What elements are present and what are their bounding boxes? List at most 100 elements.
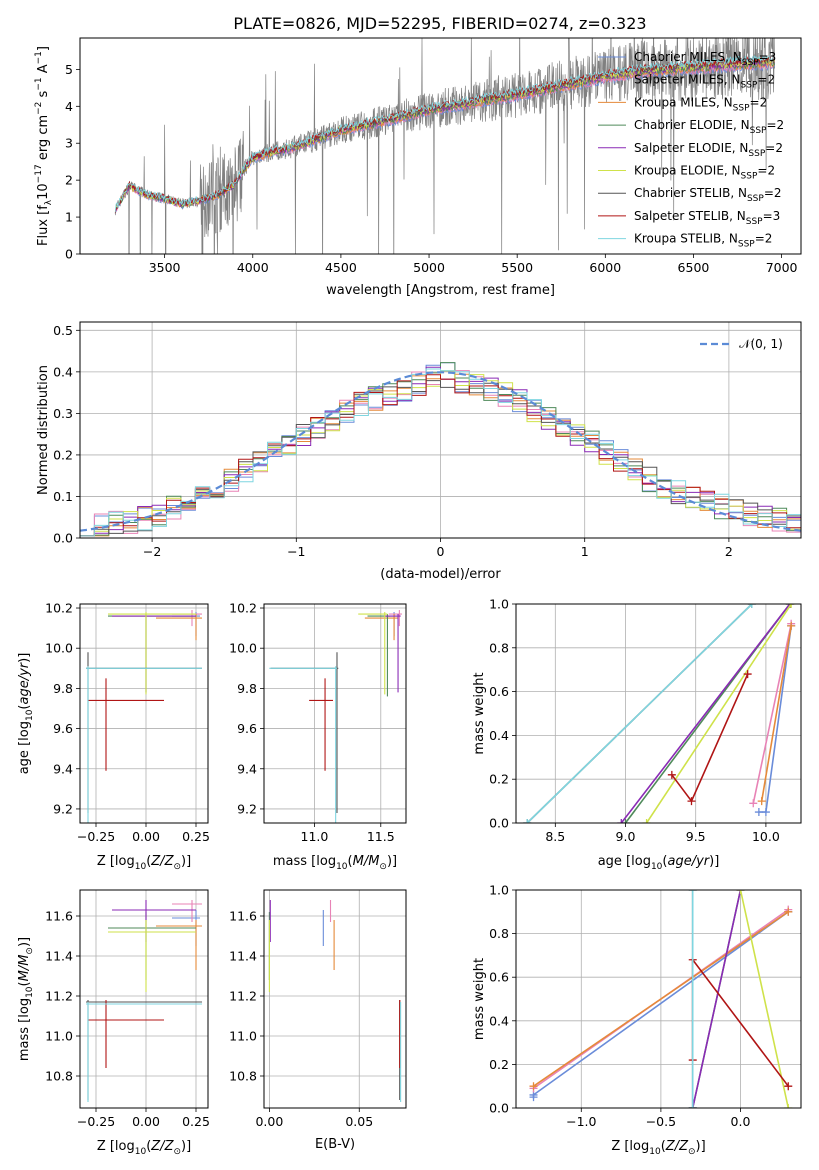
model-spectrum-line-2 (114, 60, 775, 214)
x-tick-label: 1 (581, 544, 589, 559)
panel-residuals: −2 −1 0 1 2 0.0 0.1 0.2 0.3 0.4 0.5 (data-model)/er… (36, 321, 802, 582)
x-tick-label: −1 (287, 544, 305, 559)
panel-mass_vs_ebv: 0.00 0.05 10.8 11.0 11.2 11.4 11.6 E(B-V) (229, 889, 407, 1152)
legend-label: Salpeter MILES, NSSP=2 (634, 73, 775, 91)
x-axis-label: mass [log10(M/M⊙)] (273, 854, 397, 872)
y-tick-label: 9.6 (53, 721, 73, 736)
y-axis-label: mass weight (472, 672, 487, 754)
y-tick-label: 11.6 (45, 909, 73, 924)
legend-label: Chabrier STELIB, NSSP=2 (634, 186, 782, 204)
weight-polyline (760, 625, 792, 802)
weight-marker (743, 670, 752, 679)
y-tick-label: 11.2 (229, 989, 257, 1004)
axes-frame (263, 603, 407, 824)
y-tick-label: 0.8 (489, 926, 509, 941)
weight-marker (784, 907, 793, 916)
x-axis-label: Z [log10(Z/Z⊙)] (97, 1139, 191, 1157)
weight-line-2 (757, 621, 796, 806)
y-tick-label: 11.0 (229, 1029, 257, 1044)
x-tick-label: 7000 (766, 260, 798, 275)
x-tick-label: 4500 (325, 260, 357, 275)
y-tick-label: 4 (65, 99, 73, 114)
y-tick-label: 0.1 (53, 489, 73, 504)
residual-histogram-7 (80, 374, 801, 537)
y-tick-label: 10.0 (45, 641, 73, 656)
x-tick-label: −0.5 (646, 1114, 676, 1129)
panel-weight_vs_age: 8.5 9.0 9.5 10.0 0.0 0.2 0.4 0.6 0.8 1.0 age [log1… (472, 597, 802, 872)
weight-marker (757, 797, 766, 806)
y-tick-label: 0.5 (53, 323, 73, 338)
x-axis-label: wavelength [Angstrom, rest frame] (326, 283, 555, 298)
y-axis-label: age [log10(age/yr)] (17, 653, 35, 775)
x-tick-label: 0.25 (182, 1114, 210, 1129)
panel-mass_vs_Z: −0.25 0.00 0.25 10.8 11.0 11.2 11.4 11.6 Z [log1… (17, 889, 210, 1157)
legend-label: Salpeter ELODIE, NSSP=2 (634, 141, 783, 159)
errorbar-point-3 (367, 614, 391, 697)
y-axis-label: mass weight (472, 958, 487, 1040)
y-tick-label: 1.0 (489, 883, 509, 898)
x-tick-label: 0.0 (731, 1114, 751, 1129)
errorbar-point-6 (86, 1000, 202, 1100)
x-tick-label: 0.00 (255, 1114, 283, 1129)
y-tick-label: 0 (65, 247, 73, 262)
y-tick-label: 9.6 (237, 721, 257, 736)
y-tick-label: 0.0 (53, 531, 73, 546)
errorbar-point-6 (86, 652, 202, 813)
y-tick-label: 0.4 (489, 728, 509, 743)
y-tick-label: 11.2 (45, 989, 73, 1004)
x-tick-label: 6500 (678, 260, 710, 275)
y-tick-label: 1 (65, 210, 73, 225)
weight-marker (784, 1104, 793, 1108)
errorbar-point-8 (269, 666, 337, 823)
model-spectrum-line-7 (114, 55, 775, 213)
plot-area (80, 362, 801, 537)
residual-histogram-8 (80, 368, 801, 537)
weight-marker (621, 819, 630, 823)
weight-marker (642, 819, 651, 823)
errorbar-point-4 (384, 614, 401, 693)
x-tick-label: 11.0 (301, 829, 329, 844)
weight-line-4 (617, 604, 794, 823)
y-tick-label: 10.8 (45, 1069, 73, 1084)
residual-histogram-6 (80, 380, 801, 537)
x-tick-label: −1.0 (566, 1114, 596, 1129)
observed-spectrum-line (114, 38, 775, 254)
weight-polyline (533, 911, 789, 1087)
x-tick-label: 5500 (501, 260, 533, 275)
x-tick-label: 0.25 (182, 829, 210, 844)
y-tick-label: 1.0 (489, 597, 509, 612)
legend-label: Kroupa STELIB, NSSP=2 (634, 232, 772, 250)
plot-area (269, 610, 403, 823)
y-tick-label: 0.2 (489, 772, 509, 787)
legend-label: Salpeter STELIB, NSSP=3 (634, 209, 780, 227)
errorbar-point-2 (364, 614, 399, 641)
x-tick-label: 0.00 (132, 829, 160, 844)
weight-polyline (526, 604, 753, 823)
x-tick-label: −2 (143, 544, 161, 559)
axes-frame (79, 37, 802, 255)
weight-polyline (752, 623, 792, 804)
x-tick-label: −0.25 (77, 829, 115, 844)
y-tick-label: 11.6 (229, 909, 257, 924)
x-tick-label: 4000 (237, 260, 269, 275)
y-tick-label: 0.6 (489, 684, 509, 699)
errorbar-point-7 (309, 678, 334, 771)
weight-line-2 (529, 907, 793, 1091)
y-tick-label: 11.4 (229, 949, 257, 964)
axes-frame (515, 603, 802, 824)
x-axis-label: age [log10(age/yr)] (598, 854, 720, 872)
legend-label: 𝒩(0, 1) (739, 337, 783, 351)
errorbar-point-4 (112, 900, 196, 942)
y-tick-label: 0.0 (489, 816, 509, 831)
panel-age_vs_Z: −0.25 0.00 0.25 9.2 9.4 9.6 9.8 10.0 10.2 Z [log1… (17, 601, 210, 872)
weight-polyline (671, 673, 749, 803)
x-tick-label: −0.25 (77, 1114, 115, 1129)
y-tick-label: 0.4 (53, 364, 73, 379)
y-tick-label: 11.4 (45, 949, 73, 964)
y-tick-label: 0.6 (489, 970, 509, 985)
panel-age_vs_mass: 11.0 11.5 9.2 9.4 9.6 9.8 10.0 10.2 mass [log10(… (229, 601, 407, 872)
weight-marker (787, 604, 796, 608)
errorbar-point-4 (112, 614, 196, 693)
errorbar-point-2 (156, 614, 202, 641)
